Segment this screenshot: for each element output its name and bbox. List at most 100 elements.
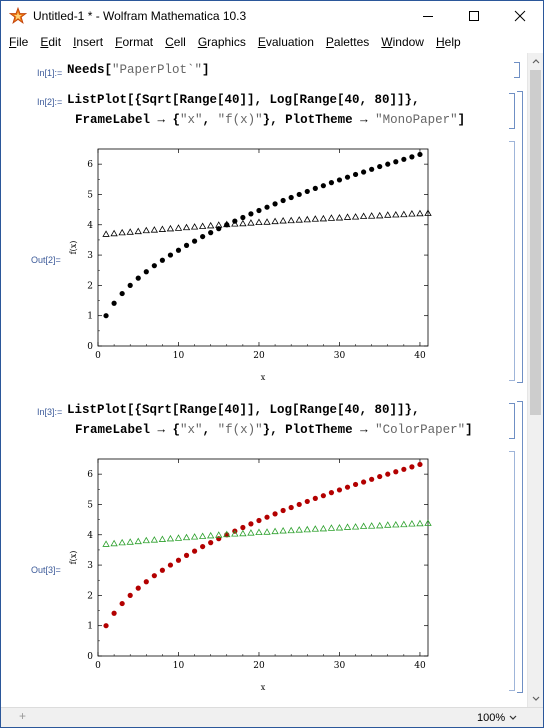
menu-evaluation[interactable]: Evaluation bbox=[254, 35, 318, 49]
status-bar: + 100% bbox=[1, 707, 543, 727]
vertical-scrollbar[interactable] bbox=[527, 53, 543, 707]
in3-l2-f: "ColorPaper" bbox=[375, 423, 466, 437]
cell-bracket-in3[interactable] bbox=[509, 403, 515, 439]
data-point-circle bbox=[208, 540, 214, 546]
data-point-triangle bbox=[343, 213, 352, 220]
data-point-triangle bbox=[190, 533, 199, 540]
title-bar[interactable]: Untitled-1 * - Wolfram Mathematica 10.3 bbox=[1, 1, 543, 31]
menu-format[interactable]: Format bbox=[111, 35, 157, 49]
in1-code-tail: ] bbox=[202, 63, 210, 77]
group-bracket-3[interactable] bbox=[517, 401, 523, 693]
group-bracket-2[interactable] bbox=[517, 91, 523, 383]
in3-code-line2[interactable]: FrameLabel → {"x", "f(x)"}, PlotTheme → … bbox=[75, 423, 473, 437]
minimize-button[interactable] bbox=[405, 1, 451, 31]
menu-window[interactable]: Window bbox=[377, 35, 428, 49]
menu-edit[interactable]: Edit bbox=[36, 35, 65, 49]
data-point-triangle bbox=[311, 215, 320, 222]
menu-window-rest: indow bbox=[392, 34, 424, 49]
data-point-circle bbox=[377, 473, 383, 480]
data-point-circle bbox=[248, 211, 254, 217]
data-point-circle bbox=[103, 623, 109, 629]
data-point-circle bbox=[288, 504, 294, 511]
in2-code-line1[interactable]: ListPlot[{Sqrt[Range[40]], Log[Range[40,… bbox=[67, 93, 420, 107]
scroll-down-button[interactable] bbox=[528, 691, 544, 707]
close-button[interactable] bbox=[497, 1, 543, 31]
menu-palettes[interactable]: Palettes bbox=[322, 35, 373, 49]
data-point-circle bbox=[103, 313, 109, 319]
menu-evaluation-rest: valuation bbox=[265, 34, 314, 49]
scroll-up-button[interactable] bbox=[528, 53, 544, 69]
data-point-circle bbox=[143, 269, 149, 275]
in2-code-line2[interactable]: FrameLabel → {"x", "f(x)"}, PlotTheme → … bbox=[75, 113, 465, 127]
data-point-circle bbox=[361, 169, 367, 175]
data-point-triangle bbox=[239, 529, 247, 537]
data-point-triangle bbox=[158, 535, 167, 542]
menu-graphics[interactable]: Graphics bbox=[194, 35, 250, 49]
data-point-triangle bbox=[174, 224, 183, 231]
data-point-circle bbox=[393, 159, 399, 165]
plot-color[interactable]: 0 10 20 30 40 0 1 2 3 4 5 6 x f(x) bbox=[65, 449, 435, 693]
in3-l2-b: "x" bbox=[180, 423, 203, 437]
data-point-triangle bbox=[279, 217, 287, 224]
cell-bracket-out3[interactable] bbox=[509, 451, 515, 691]
notebook[interactable]: In[1]:= Needs["PaperPlot`"] In[2]:= List… bbox=[1, 53, 527, 707]
data-point-triangle bbox=[118, 228, 126, 236]
maximize-button[interactable] bbox=[451, 1, 497, 31]
data-point-triangle bbox=[384, 521, 392, 528]
data-point-triangle bbox=[102, 540, 110, 547]
data-point-triangle bbox=[215, 221, 223, 228]
in1-code[interactable]: Needs["PaperPlot`"] bbox=[67, 63, 210, 77]
data-point-circle bbox=[119, 600, 125, 607]
menu-file[interactable]: File bbox=[5, 35, 32, 49]
data-point-circle bbox=[320, 493, 326, 499]
data-point-circle bbox=[409, 464, 415, 470]
in2-label: In[2]:= bbox=[37, 97, 63, 107]
data-point-triangle bbox=[158, 225, 167, 232]
data-point-triangle bbox=[376, 521, 384, 529]
data-point-circle bbox=[216, 536, 222, 542]
menu-cell[interactable]: Cell bbox=[161, 35, 190, 49]
data-point-circle bbox=[240, 214, 246, 221]
data-point-circle bbox=[272, 201, 278, 207]
in1-code-head: Needs[ bbox=[67, 63, 113, 77]
y-tick-label: 4 bbox=[87, 221, 93, 231]
scrollbar-thumb[interactable] bbox=[530, 70, 541, 415]
data-point-circle bbox=[159, 567, 165, 573]
data-point-triangle bbox=[166, 534, 175, 542]
data-point-triangle bbox=[279, 527, 287, 534]
data-point-circle bbox=[336, 177, 343, 183]
data-point-triangle bbox=[416, 209, 424, 217]
plot-mono[interactable]: 0 10 20 30 40 0 1 2 3 4 5 6 x f(x) bbox=[65, 139, 435, 383]
series-1 bbox=[102, 519, 432, 547]
in3-code-line1[interactable]: ListPlot[{Sqrt[Range[40]], Log[Range[40,… bbox=[67, 403, 420, 417]
menu-insert-rest: nsert bbox=[76, 34, 104, 49]
y-tick-label: 0 bbox=[87, 342, 93, 352]
zoom-level[interactable]: 100% bbox=[477, 712, 506, 724]
menu-help[interactable]: Help bbox=[432, 35, 465, 49]
zoom-dropdown-icon[interactable] bbox=[509, 715, 517, 721]
data-point-triangle bbox=[126, 228, 134, 235]
data-point-triangle bbox=[303, 525, 311, 533]
cell-bracket-out2[interactable] bbox=[509, 141, 515, 381]
window-title: Untitled-1 * - Wolfram Mathematica 10.3 bbox=[33, 9, 247, 23]
out2-label: Out[2]= bbox=[31, 255, 61, 265]
cell-bracket-in2[interactable] bbox=[509, 93, 515, 129]
data-point-circle bbox=[336, 487, 343, 493]
data-point-triangle bbox=[400, 520, 408, 528]
data-point-triangle bbox=[190, 223, 199, 230]
close-icon bbox=[514, 10, 526, 22]
data-point-triangle bbox=[392, 520, 400, 528]
data-point-triangle bbox=[408, 210, 416, 217]
data-point-triangle bbox=[367, 522, 376, 529]
y-tick-label: 2 bbox=[87, 281, 93, 291]
data-point-triangle bbox=[271, 527, 279, 535]
data-point-triangle bbox=[255, 528, 263, 535]
add-cell-icon[interactable]: + bbox=[19, 709, 27, 723]
data-point-triangle bbox=[174, 534, 183, 541]
menu-insert[interactable]: Insert bbox=[69, 35, 107, 49]
data-point-triangle bbox=[263, 218, 271, 225]
in2-l2-b: "x" bbox=[180, 113, 203, 127]
data-point-triangle bbox=[311, 525, 320, 532]
cell-bracket-in1[interactable] bbox=[514, 62, 520, 78]
chevron-down-icon bbox=[532, 696, 540, 701]
